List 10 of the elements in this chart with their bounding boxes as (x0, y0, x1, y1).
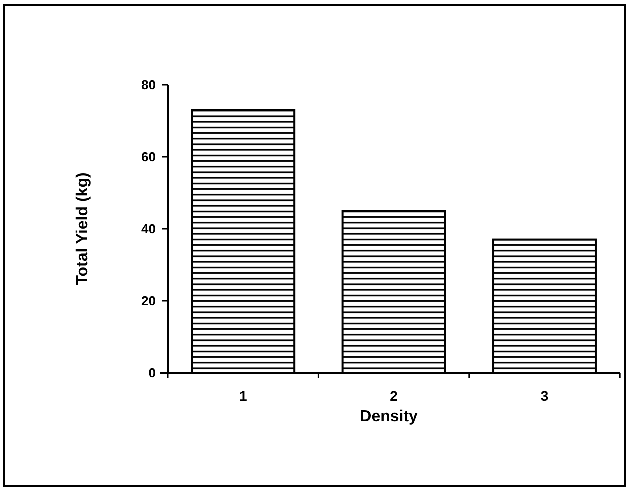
y-tick-label: 40 (142, 222, 156, 237)
x-tick-label: 1 (239, 388, 248, 404)
x-axis-title: Density (360, 408, 418, 426)
x-tick-label: 2 (390, 388, 398, 404)
x-tick-label: 3 (540, 388, 549, 404)
y-tick-label: 20 (142, 294, 156, 309)
y-tick-label: 60 (142, 150, 156, 165)
y-tick-label: 0 (148, 366, 156, 381)
y-tick-label: 80 (142, 78, 156, 93)
y-axis-title: Total Yield (kg) (74, 172, 92, 286)
